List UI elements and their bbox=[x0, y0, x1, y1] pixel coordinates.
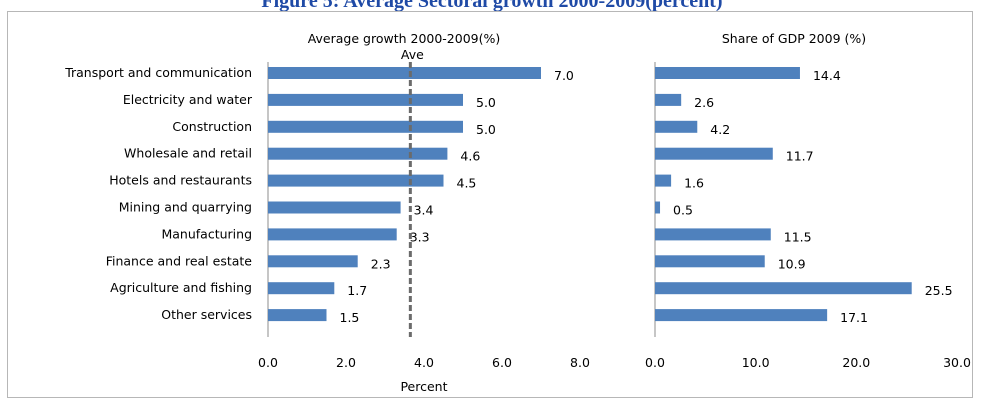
share-value-label: 10.9 bbox=[778, 256, 806, 271]
share-bar bbox=[655, 228, 771, 241]
growth-bar bbox=[268, 309, 327, 322]
left-chart-title: Average growth 2000-2009(%) bbox=[308, 31, 501, 46]
growth-value-label: 3.3 bbox=[410, 229, 430, 244]
share-value-label: 25.5 bbox=[925, 283, 953, 298]
category-label: Mining and quarrying bbox=[119, 200, 252, 215]
share-bar bbox=[655, 201, 661, 214]
share-value-label: 2.6 bbox=[694, 95, 714, 110]
growth-value-label: 1.5 bbox=[340, 310, 360, 325]
share-value-label: 4.2 bbox=[710, 122, 730, 137]
growth-value-label: 2.3 bbox=[371, 256, 391, 271]
share-bar bbox=[655, 120, 698, 133]
category-label: Electricity and water bbox=[123, 92, 253, 107]
growth-bar bbox=[268, 147, 448, 160]
category-label: Transport and communication bbox=[64, 65, 252, 80]
share-value-label: 14.4 bbox=[813, 68, 841, 83]
chart-frame bbox=[7, 11, 973, 398]
figure-title: Figure 5: Average Sectoral growth 2000-2… bbox=[261, 0, 723, 12]
growth-bar bbox=[268, 228, 397, 241]
share-value-label: 1.6 bbox=[684, 176, 704, 191]
growth-value-label: 5.0 bbox=[476, 95, 496, 110]
share-bar bbox=[655, 93, 682, 106]
category-label: Finance and real estate bbox=[106, 253, 253, 268]
share-tick-label: 0.0 bbox=[645, 355, 665, 370]
share-bar bbox=[655, 255, 765, 268]
share-tick-label: 30.0 bbox=[943, 355, 971, 370]
share-bar bbox=[655, 282, 912, 295]
growth-tick-label: 2.0 bbox=[336, 355, 356, 370]
share-tick-label: 20.0 bbox=[842, 355, 870, 370]
growth-bar bbox=[268, 67, 541, 79]
x-axis-label: Percent bbox=[400, 379, 447, 394]
share-tick-label: 10.0 bbox=[742, 355, 770, 370]
growth-tick-label: 6.0 bbox=[492, 355, 512, 370]
growth-bar bbox=[268, 93, 463, 106]
category-label: Construction bbox=[172, 119, 252, 134]
growth-value-label: 4.5 bbox=[457, 176, 477, 191]
category-label: Manufacturing bbox=[161, 226, 252, 241]
growth-value-label: 4.6 bbox=[460, 149, 480, 164]
right-chart-title: Share of GDP 2009 (%) bbox=[722, 31, 866, 46]
growth-bar bbox=[268, 201, 401, 214]
category-label: Agriculture and fishing bbox=[110, 280, 252, 295]
category-label: Wholesale and retail bbox=[124, 146, 252, 161]
share-bar bbox=[655, 309, 828, 322]
growth-bar bbox=[268, 282, 335, 295]
growth-bar bbox=[268, 255, 358, 268]
growth-value-label: 3.4 bbox=[414, 203, 434, 218]
share-value-label: 11.5 bbox=[784, 229, 812, 244]
growth-tick-label: 4.0 bbox=[414, 355, 434, 370]
growth-value-label: 5.0 bbox=[476, 122, 496, 137]
growth-bar bbox=[268, 120, 463, 133]
growth-value-label: 1.7 bbox=[347, 283, 367, 298]
growth-tick-label: 8.0 bbox=[570, 355, 590, 370]
growth-tick-label: 0.0 bbox=[258, 355, 278, 370]
share-bar bbox=[655, 174, 672, 187]
share-value-label: 17.1 bbox=[840, 310, 868, 325]
growth-value-label: 7.0 bbox=[554, 68, 574, 83]
growth-bar bbox=[268, 174, 444, 187]
share-bar bbox=[655, 147, 773, 160]
share-value-label: 11.7 bbox=[786, 149, 814, 164]
plot-area: Transport and communication Electricity a… bbox=[64, 47, 971, 370]
category-label: Hotels and restaurants bbox=[109, 173, 252, 188]
average-line-label: Ave bbox=[401, 47, 424, 62]
share-bar bbox=[655, 67, 800, 79]
category-label: Other services bbox=[161, 307, 252, 322]
share-value-label: 0.5 bbox=[673, 203, 693, 218]
